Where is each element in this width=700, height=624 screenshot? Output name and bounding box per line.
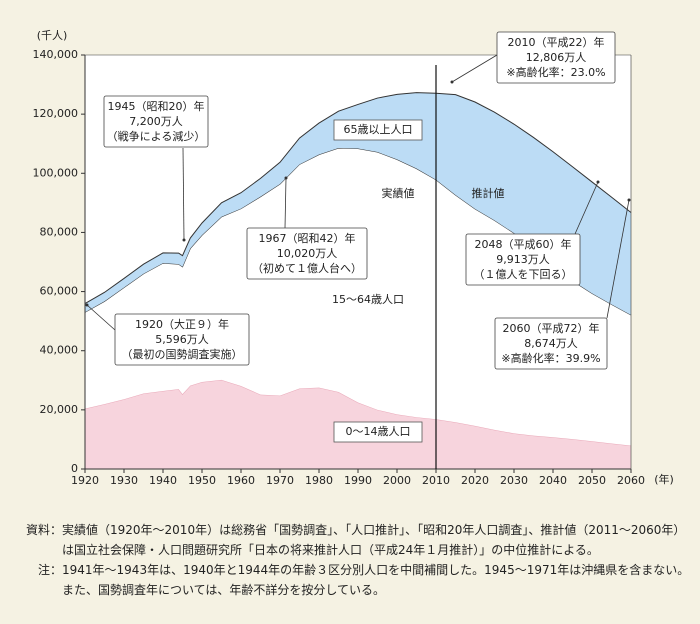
annotation-text: （最初の国勢調査実施）: [122, 347, 243, 361]
y-tick-label: 40,000: [40, 344, 79, 357]
annotation-box: [103, 95, 209, 148]
x-tick-label: 1950: [188, 474, 216, 487]
annotation-box: [465, 233, 581, 286]
annotation-text: 5,596万人: [155, 333, 209, 346]
y-tick-label: 140,000: [33, 48, 79, 61]
note: 資料： 実績値（1920年～2010年）は総務省「国勢調査」、「人口推計」、「昭和…: [10, 520, 690, 560]
annotation-text: 7,200万人: [129, 115, 183, 128]
annotation-text: 10,020万人: [277, 247, 338, 260]
annotation-text: 2048（平成60）年: [475, 237, 572, 251]
x-tick-label: 1970: [266, 474, 294, 487]
x-axis-label: (年): [654, 472, 674, 486]
annotation-text: 1967（昭和42）年: [259, 231, 356, 245]
x-tick-label: 2000: [383, 474, 411, 487]
x-tick-label: 1990: [344, 474, 372, 487]
annotation-pointer: [574, 181, 599, 235]
annotation-text: 2010（平成22）年: [508, 35, 605, 49]
annotation-dot: [450, 80, 454, 84]
note: 注： 1941年～1943年は、1940年と1944年の年齢３区分別人口を中間補間…: [10, 560, 690, 600]
annotation-pointer: [182, 147, 185, 241]
x-tick-label: 2010: [422, 474, 450, 487]
annotation-box: [114, 313, 250, 366]
annotation-text: 1945（昭和20）年: [108, 99, 205, 113]
x-tick-label: 1940: [149, 474, 177, 487]
annotation-box: [494, 317, 608, 370]
arrow-label: 推計値: [472, 186, 505, 200]
annotation-text: （初めて１億人台へ）: [252, 261, 362, 275]
series-label-box: [333, 119, 423, 141]
annotation-pointer: [86, 304, 116, 331]
annotation-box: [246, 227, 368, 280]
annotation-text: ※高齢化率：23.0%: [506, 65, 605, 79]
notes: 資料： 実績値（1920年～2010年）は総務省「国勢調査」、「人口推計」、「昭和…: [10, 520, 690, 600]
y-tick-label: 100,000: [33, 166, 79, 179]
x-tick-label: 2020: [461, 474, 489, 487]
y-tick-label: 60,000: [40, 285, 79, 298]
x-tick-label: 2030: [500, 474, 528, 487]
annotation-dot: [85, 303, 89, 307]
y-axis-label: (千人): [37, 29, 68, 42]
note-text: 1941年～1943年は、1940年と1944年の年齢３区分別人口を中間補間した…: [62, 563, 690, 597]
y-tick-label: 80,000: [40, 225, 79, 238]
annotation-dot: [284, 176, 288, 180]
annotation-text: 12,806万人: [526, 51, 587, 64]
chart: (千人) (年) 0～14歳人口 15～64歳人口 65歳以上人口 0 20,000 40…: [33, 29, 674, 487]
annotation-dot: [627, 198, 631, 202]
area-edge: [84, 92, 632, 304]
note-label: 資料：: [25, 523, 62, 537]
annotation-dot: [182, 238, 186, 242]
annotation-text: 2060（平成72）年: [503, 321, 600, 335]
annotation-text: 8,674万人: [524, 337, 578, 350]
y-tick-label: 20,000: [40, 403, 79, 416]
x-tick-label: 2050: [578, 474, 606, 487]
y-tick-label: 120,000: [33, 107, 79, 120]
annotation-pointer: [451, 54, 498, 83]
annotation-text: ※高齢化率：39.9%: [501, 351, 600, 365]
x-tick-label: 1980: [305, 474, 333, 487]
annotation-pointer: [284, 177, 287, 229]
annotation-text: 1920（大正９）年: [135, 317, 229, 331]
note-label: 注：: [37, 563, 62, 577]
annotation-pointer: [606, 199, 630, 319]
x-tick-label: 2060: [617, 474, 645, 487]
x-tick-label: 1920: [71, 474, 99, 487]
area-band: [85, 148, 631, 446]
x-tick-label: 1930: [110, 474, 138, 487]
annotation-text: 9,913万人: [496, 253, 550, 266]
series-label-box: [333, 421, 423, 443]
arrow-label: 実績値: [382, 186, 415, 200]
series-label: 15～64歳人口: [332, 293, 404, 306]
x-tick-label: 1960: [227, 474, 255, 487]
x-tick-label: 2040: [539, 474, 567, 487]
y-tick-label: 0: [71, 462, 78, 475]
series-label: 65歳以上人口: [344, 123, 413, 136]
annotation-text: （１億人を下回る）: [474, 268, 573, 281]
series-label: 0～14歳人口: [346, 425, 411, 438]
annotation-text: （戦争による減少）: [107, 129, 206, 143]
area-band: [85, 92, 631, 315]
annotation-box: [496, 31, 616, 84]
note-text: 実績値（1920年～2010年）は総務省「国勢調査」、「人口推計」、「昭和20年…: [62, 523, 686, 557]
annotation-dot: [596, 180, 600, 184]
